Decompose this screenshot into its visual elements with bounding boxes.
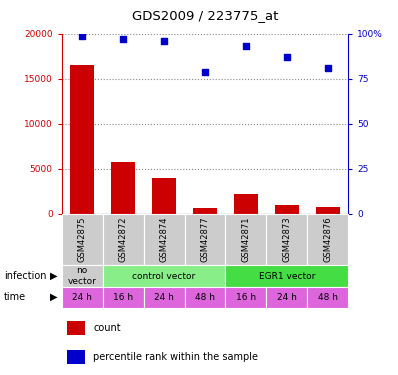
Text: control vector: control vector [133, 272, 196, 280]
Text: GSM42874: GSM42874 [160, 217, 168, 262]
Bar [144, 214, 185, 266]
Bar [266, 214, 307, 266]
Text: GSM42872: GSM42872 [119, 217, 128, 262]
Text: 16 h: 16 h [236, 292, 256, 302]
Point [284, 54, 290, 60]
Text: percentile rank within the sample: percentile rank within the sample [93, 351, 258, 361]
Bar [266, 287, 307, 308]
Text: 24 h: 24 h [277, 292, 297, 302]
Text: 48 h: 48 h [195, 292, 215, 302]
Text: 48 h: 48 h [318, 292, 338, 302]
Text: 24 h: 24 h [154, 292, 174, 302]
Bar [111, 162, 135, 214]
Bar [144, 287, 185, 308]
Bar [67, 350, 85, 363]
Point [161, 38, 167, 44]
Point [325, 65, 331, 71]
Point [120, 36, 126, 42]
Text: EGR1 vector: EGR1 vector [259, 272, 315, 280]
Bar [62, 214, 103, 266]
Text: time: time [4, 292, 26, 302]
Bar [103, 287, 144, 308]
Bar [67, 321, 85, 336]
Bar [234, 194, 258, 214]
Text: infection: infection [4, 271, 47, 281]
Bar [103, 214, 144, 266]
Text: no
vector: no vector [68, 266, 97, 286]
Text: ▶: ▶ [50, 271, 57, 281]
Text: 16 h: 16 h [113, 292, 133, 302]
Bar [62, 266, 103, 287]
Bar [103, 266, 225, 287]
Bar [225, 214, 266, 266]
Text: GSM42875: GSM42875 [78, 217, 87, 262]
Bar [152, 178, 176, 214]
Bar [307, 287, 348, 308]
Bar [185, 287, 225, 308]
Text: GDS2009 / 223775_at: GDS2009 / 223775_at [132, 9, 278, 22]
Bar [70, 65, 94, 214]
Bar [275, 205, 299, 214]
Point [243, 44, 249, 50]
Bar [62, 287, 103, 308]
Text: GSM42876: GSM42876 [323, 217, 332, 262]
Text: GSM42877: GSM42877 [201, 217, 209, 262]
Text: 24 h: 24 h [72, 292, 92, 302]
Point [202, 69, 208, 75]
Bar [225, 266, 348, 287]
Bar [225, 287, 266, 308]
Text: ▶: ▶ [50, 292, 57, 302]
Text: GSM42873: GSM42873 [282, 217, 291, 262]
Bar [185, 214, 225, 266]
Bar [316, 207, 340, 214]
Bar [193, 209, 217, 214]
Point [79, 33, 85, 39]
Text: count: count [93, 324, 121, 333]
Text: GSM42871: GSM42871 [242, 217, 250, 262]
Bar [307, 214, 348, 266]
